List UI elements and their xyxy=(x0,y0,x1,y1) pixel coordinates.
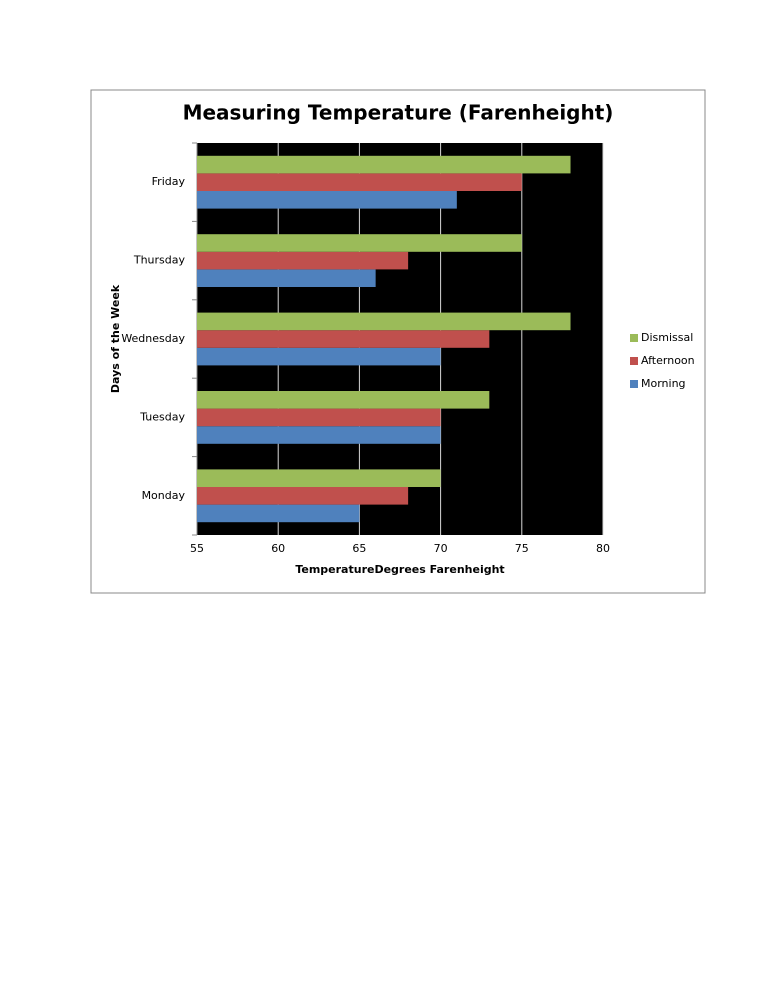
bar xyxy=(197,469,441,487)
bar xyxy=(197,155,571,174)
bar xyxy=(197,426,441,444)
legend-label: Afternoon xyxy=(641,354,695,367)
bar xyxy=(197,347,441,366)
bar xyxy=(197,191,457,209)
legend-swatch xyxy=(630,334,638,342)
bar xyxy=(197,234,522,252)
chart-title: Measuring Temperature (Farenheight) xyxy=(183,101,614,125)
x-tick-label: 60 xyxy=(271,542,285,555)
y-axis-title: Days of the Week xyxy=(109,284,122,393)
legend-label: Dismissal xyxy=(641,331,693,344)
y-tick-label: Tuesday xyxy=(139,410,185,423)
bar xyxy=(197,251,409,270)
bar xyxy=(197,330,490,348)
x-tick-label: 75 xyxy=(515,542,529,555)
x-axis-title: TemperatureDegrees Farenheight xyxy=(295,563,504,576)
y-tick-label: Wednesday xyxy=(121,332,185,345)
bar xyxy=(197,173,522,191)
x-tick-label: 80 xyxy=(596,542,610,555)
y-tick-label: Friday xyxy=(152,175,186,188)
bar xyxy=(197,408,441,427)
x-tick-label: 65 xyxy=(352,542,366,555)
bar xyxy=(197,312,571,331)
bar xyxy=(197,504,360,523)
bar xyxy=(197,487,409,505)
legend-swatch xyxy=(630,357,638,365)
legend-label: Morning xyxy=(641,377,686,390)
bar xyxy=(197,391,490,409)
y-tick-label: Thursday xyxy=(133,254,186,267)
y-tick-label: Monday xyxy=(142,489,186,502)
bar xyxy=(197,269,376,287)
legend-swatch xyxy=(630,380,638,388)
x-tick-label: 55 xyxy=(190,542,204,555)
x-tick-label: 70 xyxy=(434,542,448,555)
